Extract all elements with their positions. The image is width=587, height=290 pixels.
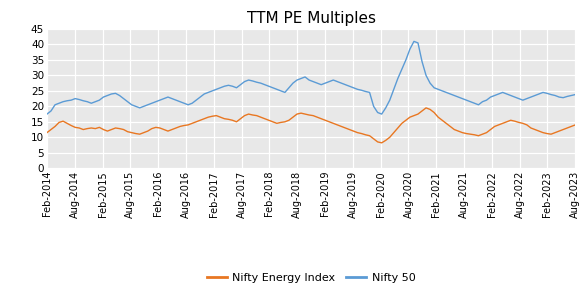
Nifty Energy Index: [43, 131, 50, 134]
Nifty Energy Index: [479, 133, 486, 136]
Nifty Energy Index: [108, 128, 115, 131]
Nifty Energy Index: [221, 117, 228, 120]
Nifty 50: [471, 102, 478, 105]
Nifty 50: [43, 112, 50, 116]
Nifty 50: [410, 40, 417, 43]
Nifty Energy Index: [378, 141, 385, 145]
Nifty Energy Index: [88, 126, 95, 130]
Line: Nifty Energy Index: Nifty Energy Index: [47, 108, 575, 143]
Nifty 50: [475, 103, 482, 106]
Nifty Energy Index: [572, 123, 579, 127]
Nifty Energy Index: [205, 115, 212, 119]
Nifty 50: [572, 93, 579, 96]
Nifty 50: [88, 102, 95, 105]
Legend: Nifty Energy Index, Nifty 50: Nifty Energy Index, Nifty 50: [202, 269, 420, 287]
Nifty 50: [108, 92, 115, 96]
Nifty Energy Index: [423, 106, 430, 110]
Line: Nifty 50: Nifty 50: [47, 41, 575, 114]
Title: TTM PE Multiples: TTM PE Multiples: [247, 11, 376, 26]
Nifty 50: [221, 84, 228, 88]
Nifty 50: [205, 91, 212, 94]
Nifty Energy Index: [475, 134, 482, 137]
